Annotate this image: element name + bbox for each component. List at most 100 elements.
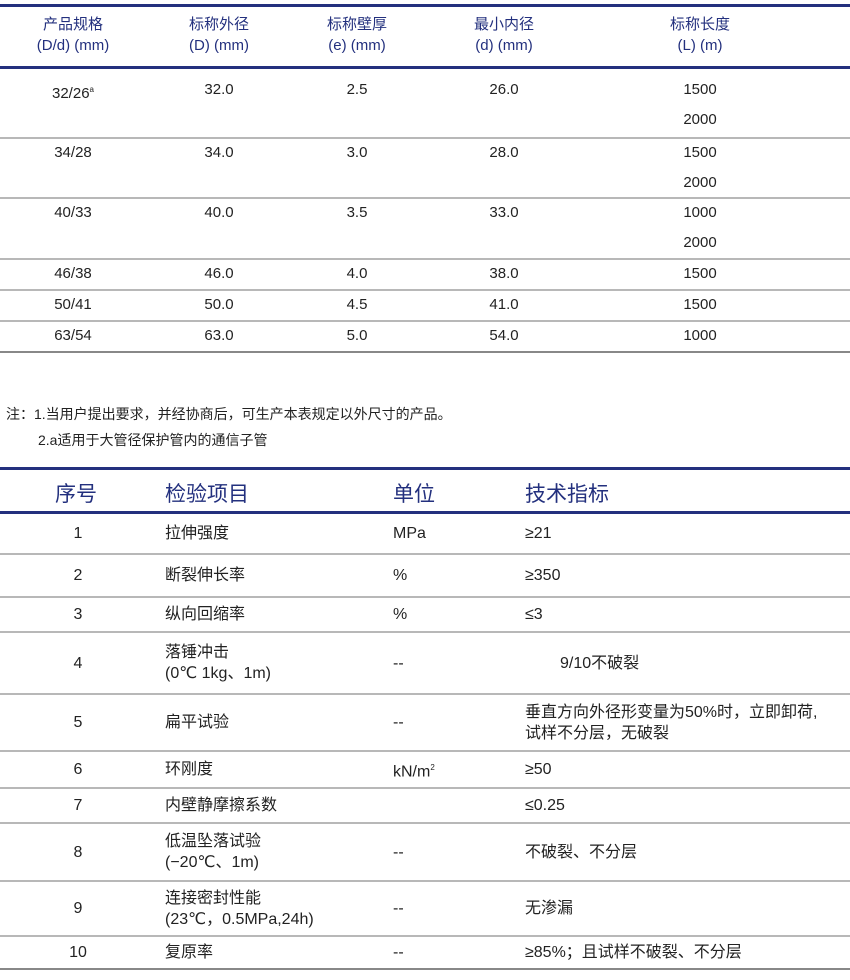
id-cell: 54.0 [489, 327, 519, 344]
header-cell: 检验项目 [165, 483, 249, 506]
row-separator [0, 968, 850, 970]
table-row: 2 断裂伸长率% ≥350 [0, 555, 850, 596]
length-cell: 1500 [640, 259, 760, 289]
spec-value: 40/33 [54, 204, 92, 221]
item-line: 断裂伸长率 [165, 567, 246, 584]
length-value: 1000 [683, 204, 717, 221]
unit-cell: % [393, 555, 513, 596]
id-cell: 38.0 [489, 265, 519, 282]
spec-cell: 34/28 [13, 138, 133, 168]
unit-sup: 2 [430, 762, 435, 772]
length-cell: 1000 [640, 321, 760, 351]
spec-cell: ≥85%；且试样不破裂、不分层 [525, 937, 845, 968]
row-separator [0, 935, 850, 937]
unit-text: -- [393, 654, 404, 672]
unit-cell: MPa [393, 514, 513, 553]
length-value: 1500 [683, 265, 717, 282]
spec-cell: 50/41 [13, 290, 133, 320]
row-separator [0, 596, 850, 598]
table-row: 7 内壁静摩擦系数 ≤0.25 [0, 789, 850, 822]
length-cell: 1500 2000 [640, 138, 760, 198]
table-row: 5 扁平试验 -- 垂直方向外径形变量为50%时，立即卸荷, 试样不分层，无破裂 [0, 695, 850, 750]
table-row: 3 纵向回缩率% ≤3 [0, 598, 850, 631]
number-cell: 1 [73, 525, 83, 542]
header-unit: (e) (mm) [328, 37, 386, 54]
item-cell: 环刚度 [165, 752, 385, 787]
row-separator [0, 289, 850, 291]
item-line: 纵向回缩率 [165, 606, 246, 623]
item-line: 落锤冲击 [165, 644, 230, 661]
spec-cell: 9/10不破裂 [560, 633, 850, 693]
spec-cell: ≥21 [525, 514, 845, 553]
length-value: 1500 [683, 296, 717, 313]
unit-cell: -- [393, 824, 513, 880]
item-line: 环刚度 [165, 761, 214, 778]
unit-value: kN/m2 [393, 757, 513, 782]
table-row: 4 落锤冲击 (0℃ 1kg、1m) -- 9/10不破裂 [0, 633, 850, 693]
spec-cell: 32/26a [13, 75, 133, 109]
unit-cell: kN/m2 [393, 752, 513, 787]
unit-cell: -- [393, 633, 513, 693]
header-cell: 技术指标 [525, 483, 609, 506]
spec-line: ≥50 [525, 761, 552, 778]
length-value: 1500 [683, 144, 717, 161]
spec-value: 46/38 [54, 265, 92, 282]
unit-value: % [393, 565, 513, 586]
table1-header-rule [0, 66, 850, 69]
table-row: 1 拉伸强度 MPa ≥21 [0, 514, 850, 553]
unit-text: -- [393, 944, 404, 961]
spec-line: ≤0.25 [525, 797, 565, 814]
spec-value: 63/54 [54, 327, 92, 344]
number-cell: 5 [73, 714, 83, 731]
id-cell: 28.0 [489, 144, 519, 161]
row-separator [0, 750, 850, 752]
header-cell: 产品规格 (D/d) (mm) [0, 14, 153, 56]
header-label: 标称长度 [669, 16, 730, 33]
id-cell: 26.0 [489, 81, 519, 98]
item-cell: 低温坠落试验 (−20℃、1m) [165, 824, 385, 880]
row-separator [0, 822, 850, 824]
header-label: 标称外径 [188, 16, 249, 33]
item-cell: 落锤冲击 (0℃ 1kg、1m) [165, 633, 385, 693]
spec-line: 9/10不破裂 [560, 654, 640, 672]
wall-cell: 3.0 [346, 144, 368, 161]
row-separator [0, 880, 850, 882]
od-cell: 63.0 [204, 327, 234, 344]
row-separator [0, 137, 850, 139]
item-cell: 连接密封性能 (23℃，0.5MPa,24h) [165, 882, 385, 935]
spec-line: 无渗漏 [525, 900, 574, 917]
length-value: 2000 [683, 174, 717, 191]
od-cell: 40.0 [204, 204, 234, 221]
spec-cell: ≥350 [525, 555, 845, 596]
unit-text: -- [393, 714, 404, 731]
item-cell: 扁平试验 [165, 695, 385, 750]
row-separator [0, 553, 850, 555]
item-line: (0℃ 1kg、1m) [165, 665, 271, 682]
item-line: 低温坠落试验 [165, 833, 262, 850]
unit-text: -- [393, 843, 404, 861]
spec-value: 32/26 [52, 85, 90, 102]
spec-line: 不破裂、不分层 [525, 843, 638, 861]
id-cell: 33.0 [489, 204, 519, 221]
row-separator [0, 320, 850, 322]
item-line: 拉伸强度 [165, 525, 230, 542]
spec-cell: 垂直方向外径形变量为50%时，立即卸荷, 试样不分层，无破裂 [525, 695, 845, 750]
number-cell: 2 [73, 567, 83, 584]
unit-value: % [393, 604, 513, 625]
unit-value: -- [393, 712, 513, 733]
header-cell: 序号 [55, 483, 97, 506]
table-row: 10 复原率 -- ≥85%；且试样不破裂、不分层 [0, 937, 850, 968]
number-cell: 10 [69, 944, 87, 961]
spec-cell: ≤0.25 [525, 789, 845, 822]
wall-cell: 5.0 [346, 327, 368, 344]
id-cell: 41.0 [489, 296, 519, 313]
item-cell: 复原率 [165, 937, 385, 968]
wall-cell: 4.5 [346, 296, 368, 313]
spec-line: 试样不分层，无破裂 [525, 724, 670, 742]
wall-cell: 4.0 [346, 265, 368, 282]
number-cell: 3 [73, 606, 83, 623]
number-cell: 6 [73, 761, 83, 778]
header-cell: 标称壁厚 (e) (mm) [277, 14, 437, 56]
number-cell: 8 [73, 843, 83, 861]
header-label: 标称壁厚 [326, 16, 387, 33]
